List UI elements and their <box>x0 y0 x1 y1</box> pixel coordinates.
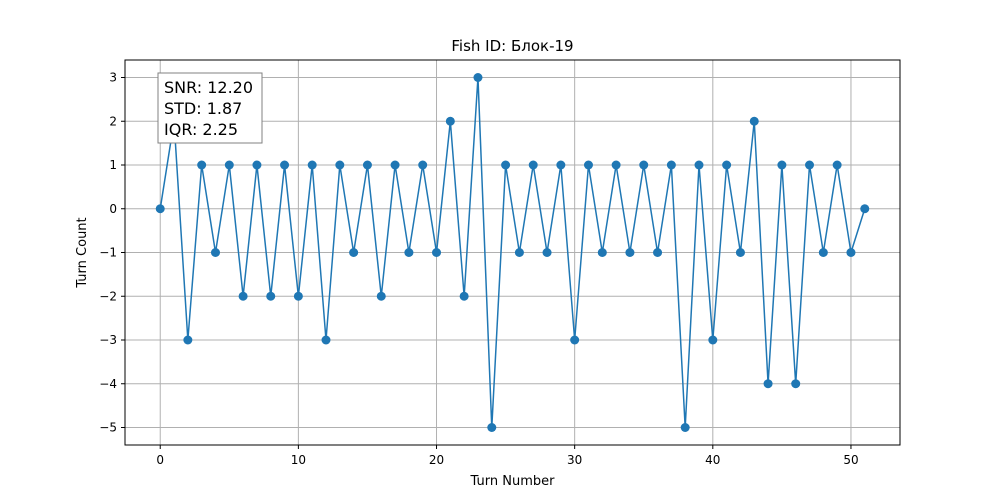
data-point <box>528 160 538 170</box>
x-tick-label: 30 <box>567 453 582 467</box>
series-layer <box>155 73 870 432</box>
data-point <box>155 204 165 214</box>
data-point <box>390 160 400 170</box>
data-point <box>514 248 524 257</box>
data-point <box>224 160 234 170</box>
data-point <box>570 335 580 345</box>
data-point <box>335 160 345 170</box>
data-point <box>583 160 593 170</box>
data-point <box>597 248 607 257</box>
x-axis-label: Turn Number <box>470 474 556 489</box>
data-point <box>639 160 649 170</box>
data-point <box>818 248 828 257</box>
data-point <box>791 379 801 389</box>
data-point <box>238 291 248 301</box>
x-tick-label: 0 <box>156 453 164 467</box>
data-point <box>362 160 372 170</box>
series-line <box>159 76 866 429</box>
data-point <box>749 116 759 126</box>
x-tick-label: 10 <box>291 453 306 467</box>
x-tick-label: 50 <box>843 453 858 467</box>
x-axis-ticks: 0 10 20 30 40 50 <box>156 445 859 467</box>
stats-snr: SNR: 12.20 <box>164 78 253 97</box>
data-point <box>653 248 663 257</box>
grid <box>125 60 900 445</box>
y-tick-label: 1 <box>109 158 117 172</box>
stats-box <box>157 72 263 144</box>
plot-frame <box>124 59 901 446</box>
data-point <box>183 335 193 345</box>
data-point <box>487 423 497 432</box>
data-point <box>349 248 359 257</box>
data-point <box>777 160 787 170</box>
y-axis-ticks: −5 −4 −3 −2 −1 0 1 2 3 <box>99 71 125 435</box>
data-point <box>556 160 566 170</box>
data-point <box>501 160 511 170</box>
data-point <box>832 160 842 170</box>
chart-title: Fish ID: Блок-19 <box>451 37 573 55</box>
data-point <box>280 160 290 170</box>
data-point <box>722 160 732 170</box>
data-point <box>542 248 552 257</box>
data-point <box>266 291 276 301</box>
y-tick-label: −1 <box>99 246 117 260</box>
x-tick-label: 20 <box>429 453 444 467</box>
data-point <box>321 335 331 345</box>
stats-annotation: SNR: 12.20 STD: 1.87 IQR: 2.25 <box>157 72 263 144</box>
data-point <box>763 379 773 389</box>
data-point <box>846 248 856 257</box>
data-point <box>708 335 718 345</box>
data-point <box>735 248 745 257</box>
data-point <box>293 291 303 301</box>
data-point <box>307 160 317 170</box>
y-tick-label: 0 <box>109 202 117 216</box>
data-point <box>473 73 483 82</box>
data-point <box>694 160 704 170</box>
y-tick-label: −3 <box>99 333 117 347</box>
y-tick-label: −5 <box>99 421 117 435</box>
data-point <box>197 160 207 170</box>
data-point <box>611 160 621 170</box>
data-point <box>210 248 220 257</box>
data-point <box>418 160 428 170</box>
y-tick-label: 3 <box>109 71 117 85</box>
y-tick-label: 2 <box>109 114 117 128</box>
data-point <box>459 291 469 301</box>
y-tick-label: −2 <box>99 289 117 303</box>
data-point <box>805 160 815 170</box>
stats-std: STD: 1.87 <box>164 99 242 118</box>
data-point <box>445 116 455 126</box>
data-point <box>666 160 676 170</box>
x-tick-label: 40 <box>705 453 720 467</box>
data-point <box>860 204 870 214</box>
data-point <box>625 248 635 257</box>
data-point <box>252 160 262 170</box>
y-tick-label: −4 <box>99 377 117 391</box>
data-point <box>404 248 414 257</box>
data-point <box>680 423 690 432</box>
stats-iqr: IQR: 2.25 <box>164 120 238 139</box>
data-point <box>432 248 442 257</box>
y-axis-label: Turn Count <box>75 217 90 288</box>
data-point <box>376 291 386 301</box>
